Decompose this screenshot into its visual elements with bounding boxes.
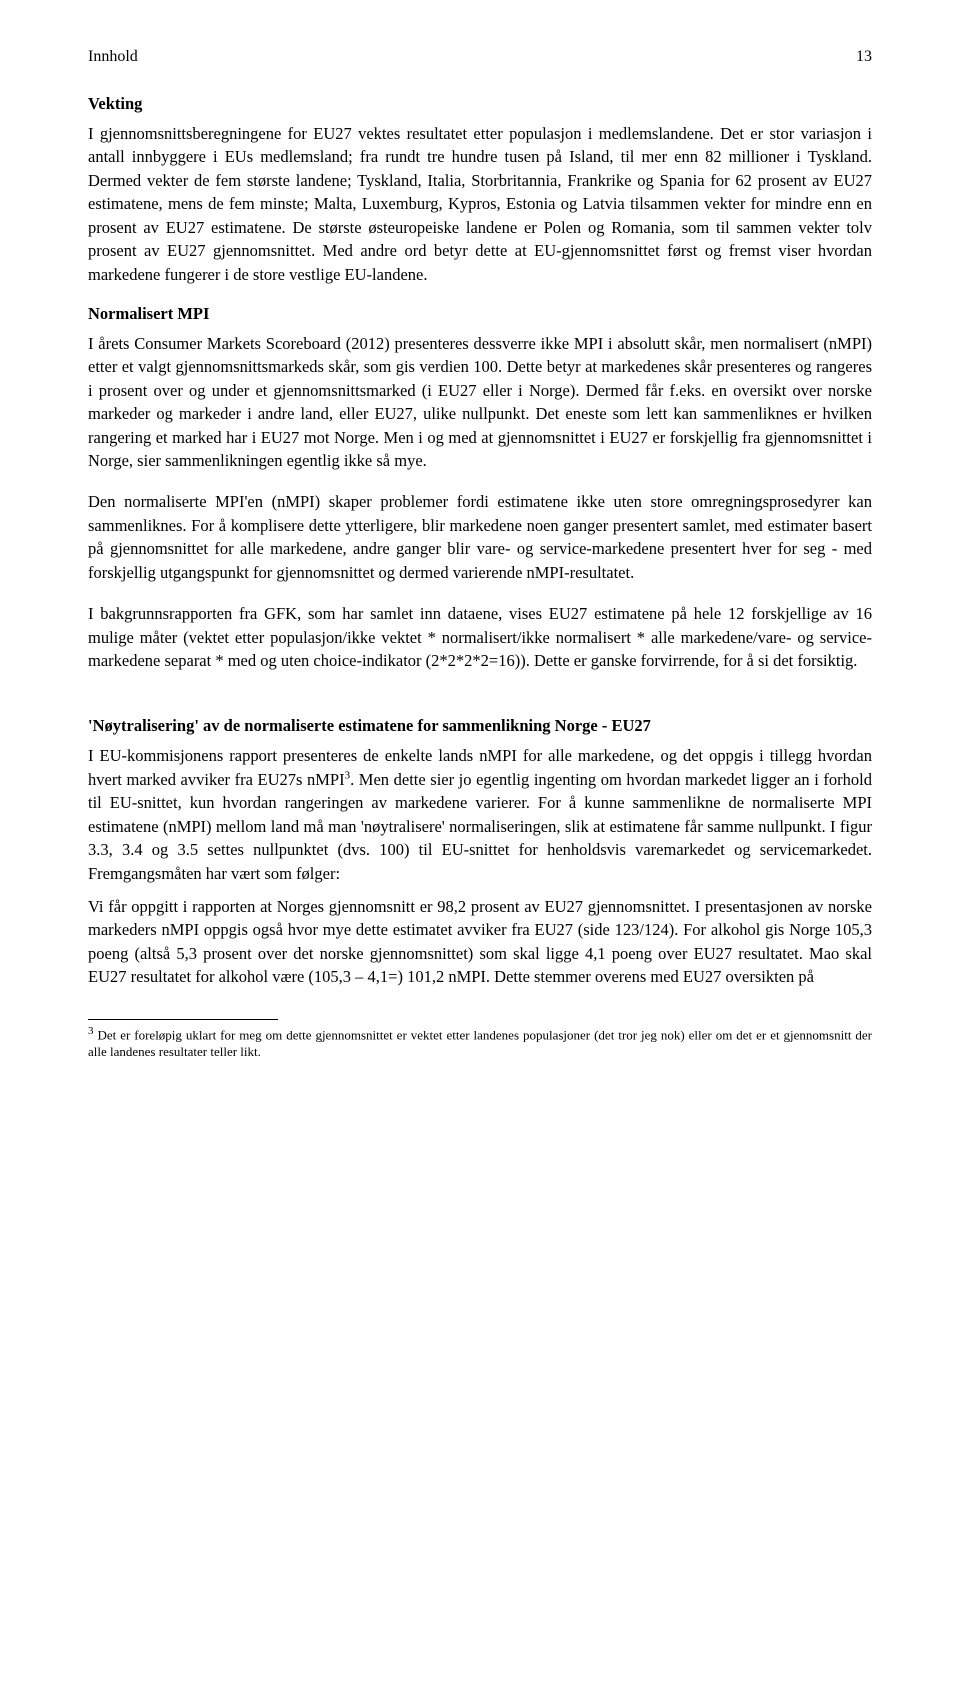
section-title-vekting: Vekting — [88, 94, 872, 114]
paragraph: Den normaliserte MPI'en (nMPI) skaper pr… — [88, 490, 872, 584]
document-page: Innhold 13 Vekting I gjennomsnittsberegn… — [0, 0, 960, 1093]
page-header: Innhold 13 — [88, 48, 872, 66]
footnote-separator — [88, 1019, 278, 1020]
section-title-normalisert-mpi: Normalisert MPI — [88, 304, 872, 324]
header-left: Innhold — [88, 48, 138, 66]
paragraph: Vi får oppgitt i rapporten at Norges gje… — [88, 895, 872, 989]
paragraph: I årets Consumer Markets Scoreboard (201… — [88, 332, 872, 473]
paragraph: I EU-kommisjonens rapport presenteres de… — [88, 744, 872, 885]
header-page-number: 13 — [856, 48, 872, 66]
paragraph: I bakgrunnsrapporten fra GFK, som har sa… — [88, 602, 872, 672]
paragraph: I gjennomsnittsberegningene for EU27 vek… — [88, 122, 872, 286]
footnote: 3 Det er foreløpig uklart for meg om det… — [88, 1024, 872, 1061]
footnote-text: Det er foreløpig uklart for meg om dette… — [88, 1027, 872, 1059]
section-title-noytralisering: 'Nøytralisering' av de normaliserte esti… — [88, 716, 872, 736]
